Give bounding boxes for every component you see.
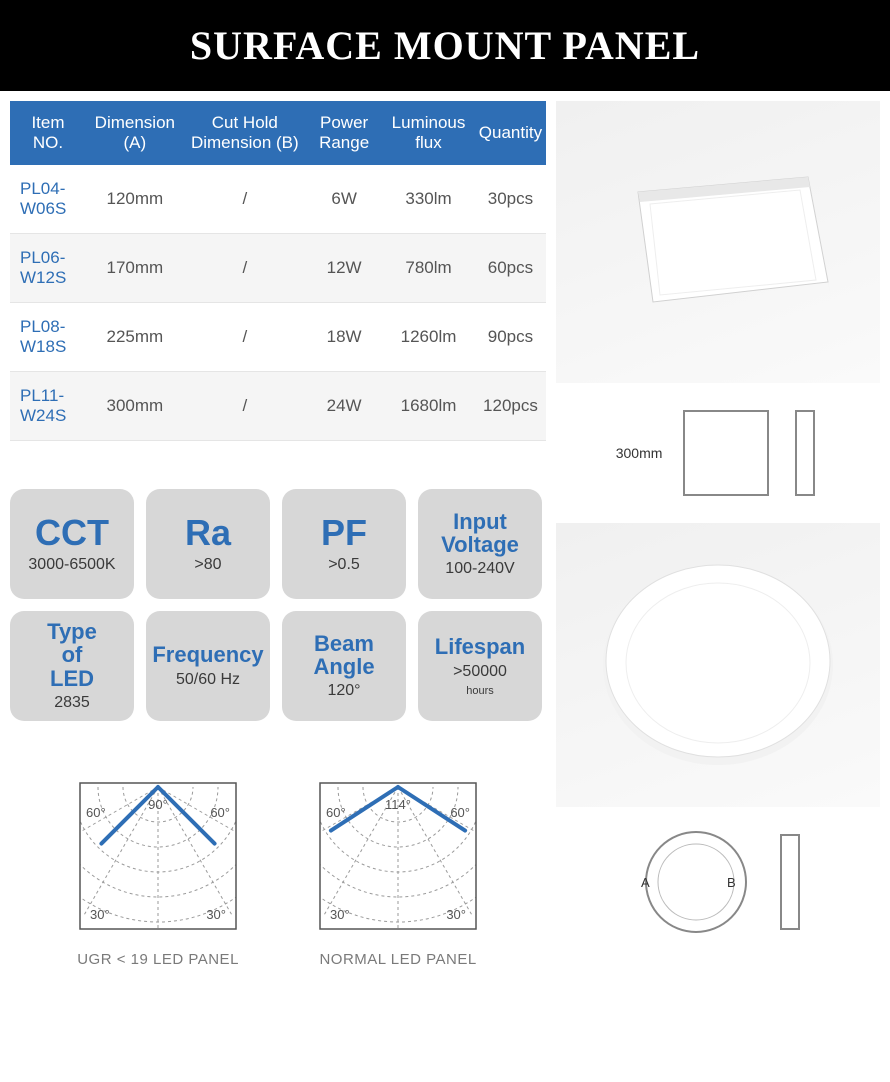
square-outline-icon bbox=[676, 403, 776, 503]
cell: / bbox=[184, 234, 306, 303]
square-dim-label: 300mm bbox=[616, 445, 663, 461]
cell: 170mm bbox=[86, 234, 184, 303]
col-item-no: Item NO. bbox=[10, 101, 86, 165]
content: Item NO. Dimension (A) Cut Hold Dimensio… bbox=[0, 91, 890, 978]
feature-title: Ra bbox=[185, 514, 231, 552]
feature-box: Lifespan >50000 hours bbox=[418, 611, 542, 721]
cell: 1680lm bbox=[382, 372, 474, 441]
svg-text:30°: 30° bbox=[90, 907, 110, 922]
polar-chart-ugr: 60° 90° 60° 30° 30° bbox=[68, 771, 248, 941]
cell: 1260lm bbox=[382, 303, 474, 372]
feature-title: InputVoltage bbox=[441, 510, 519, 556]
feature-box: BeamAngle 120° bbox=[282, 611, 406, 721]
square-dimension-row: 300mm bbox=[556, 395, 880, 511]
svg-text:60°: 60° bbox=[210, 805, 230, 820]
label-a: A bbox=[641, 875, 650, 890]
cell: 120mm bbox=[86, 165, 184, 234]
product-image-square bbox=[556, 101, 880, 383]
cell-item-no: PL06-W12S bbox=[10, 234, 86, 303]
polar-ugr19: 60° 90° 60° 30° 30° UGR < 19 LED PANEL bbox=[68, 771, 248, 968]
page-title: SURFACE MOUNT PANEL bbox=[0, 0, 890, 91]
square-side-profile-icon bbox=[790, 403, 820, 503]
svg-text:30°: 30° bbox=[446, 907, 466, 922]
table-row: PL04-W06S120mm/6W330lm30pcs bbox=[10, 165, 546, 234]
spec-table-body: PL04-W06S120mm/6W330lm30pcsPL06-W12S170m… bbox=[10, 165, 546, 441]
feature-box: PF >0.5 bbox=[282, 489, 406, 599]
svg-text:90°: 90° bbox=[148, 797, 168, 812]
col-power: Power Range bbox=[306, 101, 382, 165]
cell: 120pcs bbox=[475, 372, 546, 441]
feature-title: Frequency bbox=[152, 643, 263, 666]
svg-text:60°: 60° bbox=[326, 805, 346, 820]
feature-box: Ra >80 bbox=[146, 489, 270, 599]
cell: 780lm bbox=[382, 234, 474, 303]
table-row: PL08-W18S225mm/18W1260lm90pcs bbox=[10, 303, 546, 372]
cell: 300mm bbox=[86, 372, 184, 441]
svg-text:114°: 114° bbox=[385, 797, 411, 812]
svg-text:60°: 60° bbox=[450, 805, 470, 820]
spec-table-header: Item NO. Dimension (A) Cut Hold Dimensio… bbox=[10, 101, 546, 165]
col-qty: Quantity bbox=[475, 101, 546, 165]
cell: / bbox=[184, 372, 306, 441]
feature-value: >0.5 bbox=[328, 556, 360, 574]
cell: / bbox=[184, 303, 306, 372]
cell: 225mm bbox=[86, 303, 184, 372]
feature-grid: CCT 3000-6500K Ra >80 PF >0.5 InputVoltage 100-… bbox=[10, 489, 546, 721]
cell: 24W bbox=[306, 372, 382, 441]
feature-title: Lifespan bbox=[435, 635, 525, 658]
feature-value: 100-240V bbox=[445, 560, 514, 578]
label-b: B bbox=[727, 875, 736, 890]
feature-value: 120° bbox=[327, 682, 360, 700]
feature-value: 50/60 Hz bbox=[176, 671, 240, 689]
col-flux: Luminous flux bbox=[382, 101, 474, 165]
table-row: PL06-W12S170mm/12W780lm60pcs bbox=[10, 234, 546, 303]
cell: 30pcs bbox=[475, 165, 546, 234]
left-column: Item NO. Dimension (A) Cut Hold Dimensio… bbox=[10, 101, 546, 968]
cell-item-no: PL04-W06S bbox=[10, 165, 86, 234]
round-side-profile-icon bbox=[775, 827, 805, 937]
svg-text:30°: 30° bbox=[330, 907, 350, 922]
feature-box: InputVoltage 100-240V bbox=[418, 489, 542, 599]
cell: / bbox=[184, 165, 306, 234]
cell: 90pcs bbox=[475, 303, 546, 372]
feature-box: CCT 3000-6500K bbox=[10, 489, 134, 599]
feature-title: PF bbox=[321, 514, 367, 552]
col-dimension-a: Dimension (A) bbox=[86, 101, 184, 165]
feature-value: >50000 bbox=[453, 663, 507, 681]
polar-caption-ugr: UGR < 19 LED PANEL bbox=[77, 951, 239, 968]
right-column: 300mm A B bbox=[556, 101, 880, 968]
feature-value: >80 bbox=[194, 556, 221, 574]
feature-title: CCT bbox=[35, 514, 109, 552]
feature-box: Frequency 50/60 Hz bbox=[146, 611, 270, 721]
svg-text:60°: 60° bbox=[86, 805, 106, 820]
feature-title: BeamAngle bbox=[313, 632, 374, 678]
product-image-round bbox=[556, 523, 880, 807]
polar-row: 60° 90° 60° 30° 30° UGR < 19 LED PANEL 60° 11… bbox=[10, 771, 546, 968]
polar-normal: 60° 114° 60° 30° 30° NORMAL LED PANEL bbox=[308, 771, 488, 968]
polar-chart-normal: 60° 114° 60° 30° 30° bbox=[308, 771, 488, 941]
cell: 60pcs bbox=[475, 234, 546, 303]
spec-table: Item NO. Dimension (A) Cut Hold Dimensio… bbox=[10, 101, 546, 441]
round-dimension-row: A B bbox=[556, 819, 880, 945]
cell: 12W bbox=[306, 234, 382, 303]
cell: 18W bbox=[306, 303, 382, 372]
feature-value: 2835 bbox=[54, 694, 90, 712]
feature-value-sub: hours bbox=[466, 685, 494, 697]
cell-item-no: PL11-W24S bbox=[10, 372, 86, 441]
cell: 6W bbox=[306, 165, 382, 234]
round-outline-icon: A B bbox=[631, 827, 761, 937]
svg-text:30°: 30° bbox=[206, 907, 226, 922]
col-cut-hold-b: Cut Hold Dimension (B) bbox=[184, 101, 306, 165]
cell: 330lm bbox=[382, 165, 474, 234]
feature-title: TypeofLED bbox=[47, 620, 97, 689]
polar-caption-normal: NORMAL LED PANEL bbox=[319, 951, 476, 968]
feature-box: TypeofLED 2835 bbox=[10, 611, 134, 721]
cell-item-no: PL08-W18S bbox=[10, 303, 86, 372]
feature-value: 3000-6500K bbox=[28, 556, 115, 574]
table-row: PL11-W24S300mm/24W1680lm120pcs bbox=[10, 372, 546, 441]
